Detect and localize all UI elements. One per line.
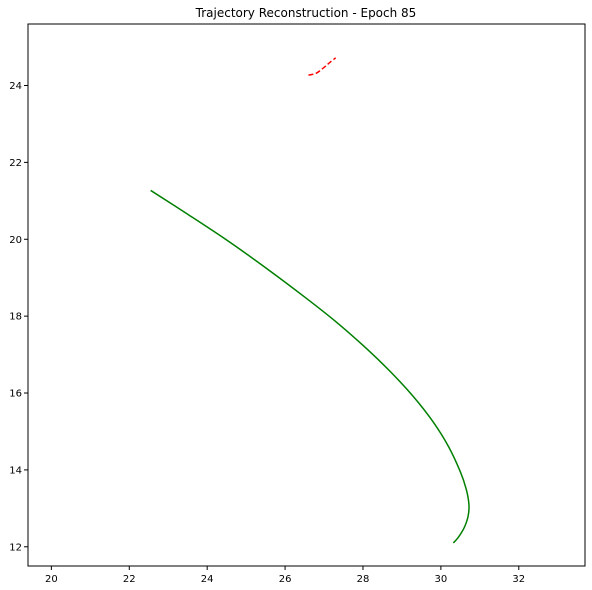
series-layer: [150, 57, 470, 544]
x-tick-label: 28: [357, 574, 370, 585]
y-tick-label: 12: [9, 542, 22, 553]
y-tick-label: 18: [9, 312, 22, 323]
y-tick-label: 14: [9, 465, 22, 476]
x-tick-label: 26: [279, 574, 292, 585]
x-tick-label: 30: [435, 574, 448, 585]
y-tick-label: 20: [9, 235, 22, 246]
x-tick-label: 22: [123, 574, 136, 585]
y-tick-label: 24: [9, 81, 22, 92]
y-tick-label: 22: [9, 158, 22, 169]
plot-frame: [27, 23, 586, 567]
chart-title: Trajectory Reconstruction - Epoch 85: [195, 6, 417, 20]
x-tick-label: 32: [512, 574, 525, 585]
series-line-0: [150, 189, 470, 544]
axes-layer: 20 22 24 26 28 30 32 12 14 16 18 20 22 24: [9, 81, 525, 585]
x-tick-label: 24: [201, 574, 214, 585]
y-tick-label: 16: [9, 389, 22, 400]
series-line-1: [308, 57, 337, 76]
x-tick-label: 20: [45, 574, 58, 585]
